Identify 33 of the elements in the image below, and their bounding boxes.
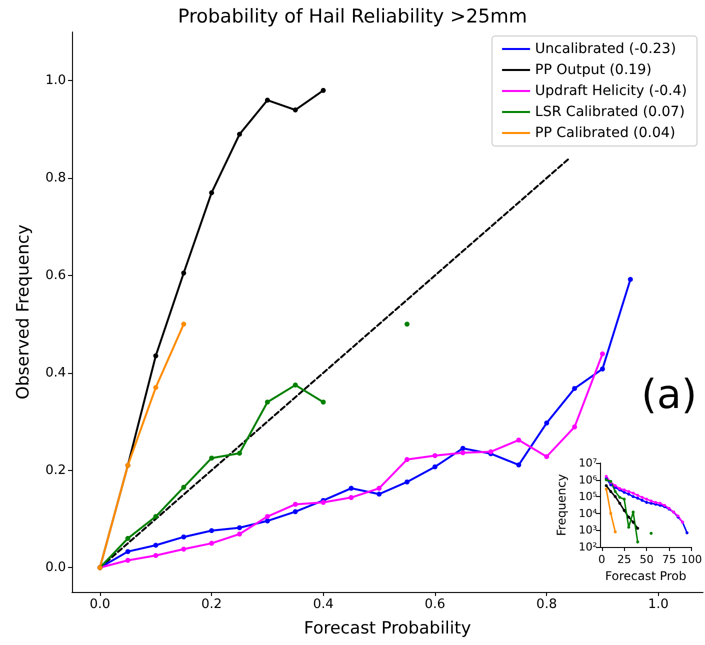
- y-axis-title: Observed Frequency: [14, 224, 34, 400]
- x-axis-title: Forecast Probability: [304, 618, 472, 638]
- y-tick-label: 0.8: [45, 170, 66, 186]
- x-tick-label: 25: [617, 553, 632, 566]
- annotation: (a): [641, 372, 698, 418]
- x-tick-label: 0: [598, 553, 606, 566]
- x-tick-label: 0.0: [90, 597, 110, 612]
- x-tick-label: 100: [681, 553, 702, 566]
- y-tick-label: 10²: [578, 540, 597, 554]
- legend-label: PP Output (0.19): [535, 62, 652, 78]
- legend-label: Uncalibrated (-0.23): [535, 41, 676, 57]
- y-tick-label: 0.6: [45, 268, 66, 283]
- x-tick-label: 0.2: [201, 597, 222, 612]
- y-tick-label: 10³: [578, 524, 597, 537]
- y-tick-label: 10⁷: [578, 456, 597, 470]
- y-axis-title: Frequency: [554, 474, 569, 536]
- x-tick-label: 0.4: [312, 597, 334, 612]
- x-tick-label: 1.0: [648, 597, 669, 612]
- x-tick-label: 0.8: [536, 597, 557, 612]
- chart-title: Probability of Hail Reliability >25mm: [178, 6, 528, 28]
- y-tick-label: 10⁶: [578, 473, 598, 486]
- legend-label: Updraft Helicity (-0.4): [535, 83, 688, 99]
- x-axis-title: Forecast Prob: [605, 568, 686, 583]
- legend-label: PP Calibrated (0.04): [535, 125, 676, 141]
- x-tick-label: 0.6: [424, 597, 446, 612]
- y-tick-label: 10⁴: [578, 506, 598, 520]
- y-tick-label: 10⁵: [578, 490, 597, 504]
- legend-label: LSR Calibrated (0.07): [535, 104, 685, 120]
- y-tick-label: 1.0: [45, 73, 66, 88]
- x-tick-label: 75: [662, 553, 676, 566]
- y-tick-label: 0.2: [45, 462, 66, 478]
- x-tick-label: 50: [640, 553, 654, 566]
- y-tick-label: 0.4: [45, 365, 66, 380]
